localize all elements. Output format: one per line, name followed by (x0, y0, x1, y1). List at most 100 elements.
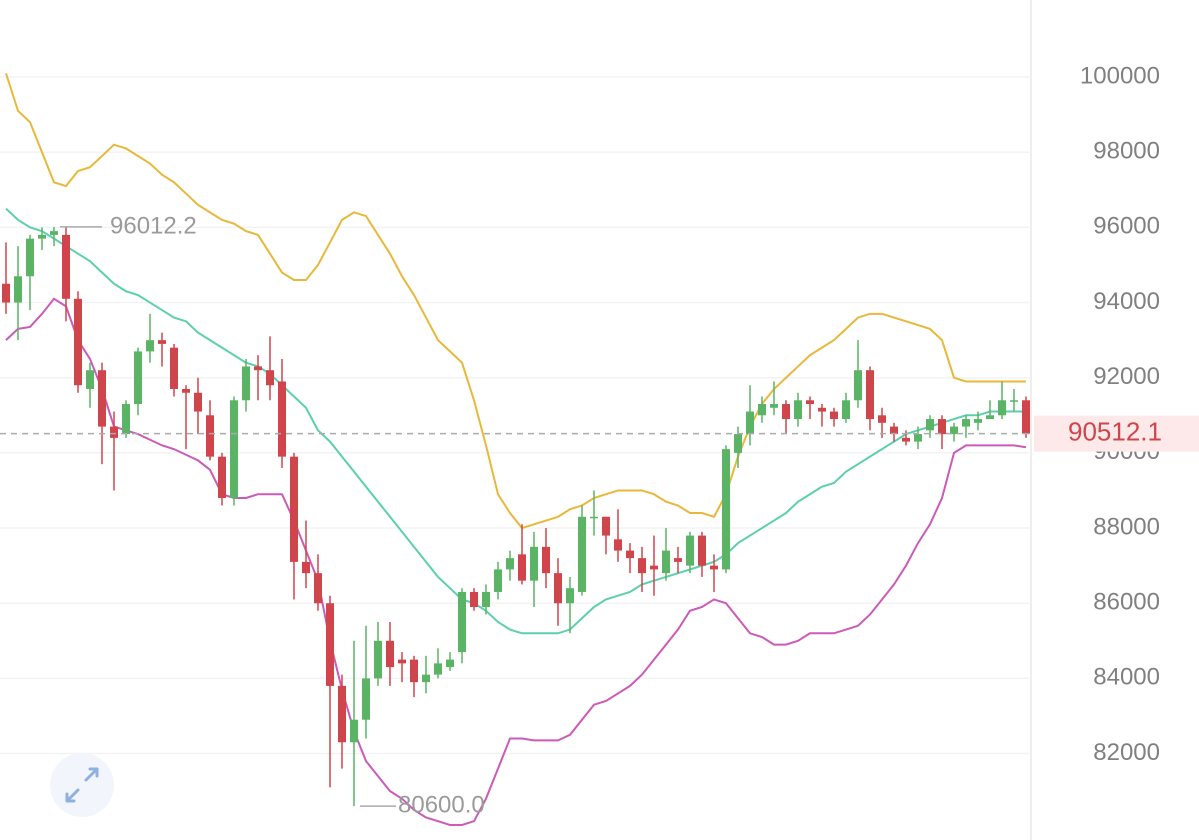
candle-body (734, 434, 742, 453)
candle-body (854, 370, 862, 401)
candle-body (278, 381, 286, 457)
last-price-box (1034, 415, 1199, 452)
candle-body (182, 388, 190, 393)
candle-body (842, 400, 850, 420)
candle-body (386, 640, 394, 668)
candle-body (74, 298, 82, 386)
candle-body (674, 558, 682, 562)
candle-body (902, 437, 910, 442)
candle-body (650, 565, 658, 570)
last-price-label: 90512.1 (1068, 417, 1162, 447)
candle-body (290, 456, 298, 562)
candle-body (122, 404, 130, 435)
max-label: 96012.2 (110, 212, 197, 239)
y-tick-label: 92000 (1093, 363, 1160, 390)
candle-body (530, 546, 538, 581)
candle-body (374, 640, 382, 679)
candle-body (62, 234, 70, 299)
candle-body (818, 407, 826, 412)
candle-body (866, 370, 874, 420)
candle-body (890, 426, 898, 435)
candle-body (758, 404, 766, 416)
candle-body (554, 573, 562, 604)
candle-body (422, 674, 430, 683)
y-tick-label: 94000 (1093, 288, 1160, 315)
candle-body (206, 415, 214, 457)
candle-body (662, 550, 670, 574)
candle-body (98, 370, 106, 427)
candle-body (86, 370, 94, 389)
candle-body (926, 419, 934, 431)
candle-body (158, 340, 166, 344)
candle-body (914, 434, 922, 442)
candle-body (470, 591, 478, 607)
candle-body (794, 400, 802, 420)
candle-body (746, 411, 754, 435)
candle-body (782, 404, 790, 420)
candle-body (590, 516, 598, 519)
candle-body (146, 340, 154, 352)
candle-body (950, 426, 958, 435)
candle-body (686, 535, 694, 566)
candle-body (830, 411, 838, 420)
candle-body (398, 659, 406, 664)
band-line (5, 207, 1026, 635)
candle-body (518, 554, 526, 581)
candle-body (578, 516, 586, 592)
candle-body (314, 573, 322, 604)
y-tick-label: 88000 (1093, 513, 1160, 540)
candle-body (770, 404, 778, 408)
candle-body (1022, 400, 1030, 434)
y-tick-label: 98000 (1093, 138, 1160, 165)
candle-body (494, 569, 502, 592)
candle-body (878, 415, 886, 423)
candle-body (506, 558, 514, 570)
candle-body (170, 347, 178, 389)
candle-body (602, 516, 610, 536)
candle-body (218, 456, 226, 498)
candle-body (434, 663, 442, 675)
expand-circle[interactable] (50, 753, 114, 817)
band-line (5, 72, 1026, 530)
candle-body (482, 591, 490, 607)
candle-body (698, 535, 706, 566)
expand-button[interactable] (50, 753, 114, 817)
candle-body (638, 558, 646, 574)
candle-body (710, 565, 718, 570)
candle-body (2, 283, 10, 303)
y-tick-label: 84000 (1093, 664, 1160, 691)
candle-body (410, 659, 418, 683)
y-tick-label: 86000 (1093, 589, 1160, 616)
candle-body (962, 419, 970, 427)
candle-body (458, 591, 466, 653)
candle-body (626, 550, 634, 559)
candle-body (986, 415, 994, 420)
candle-body (194, 392, 202, 412)
candle-body (38, 234, 46, 239)
candle-body (542, 546, 550, 574)
min-label: 80600.0 (398, 792, 485, 819)
band-line (5, 297, 1027, 826)
candle-body (998, 400, 1006, 416)
candle-body (338, 685, 346, 743)
candle-body (446, 659, 454, 668)
candle-body (26, 238, 34, 277)
y-tick-label: 82000 (1093, 739, 1160, 766)
candle-body (326, 603, 334, 686)
candle-body (230, 400, 238, 498)
candle-body (242, 366, 250, 401)
candle-body (350, 719, 358, 743)
candle-body (806, 400, 814, 405)
candle-body (50, 231, 58, 235)
candle-body (14, 276, 22, 303)
candle-body (1010, 400, 1018, 402)
candle-body (254, 366, 262, 371)
candle-body (566, 588, 574, 604)
y-tick-label: 96000 (1093, 213, 1160, 240)
expand-icon[interactable] (65, 767, 99, 803)
candle-body (110, 426, 118, 438)
candle-body (722, 449, 730, 570)
candle-body (134, 351, 142, 405)
